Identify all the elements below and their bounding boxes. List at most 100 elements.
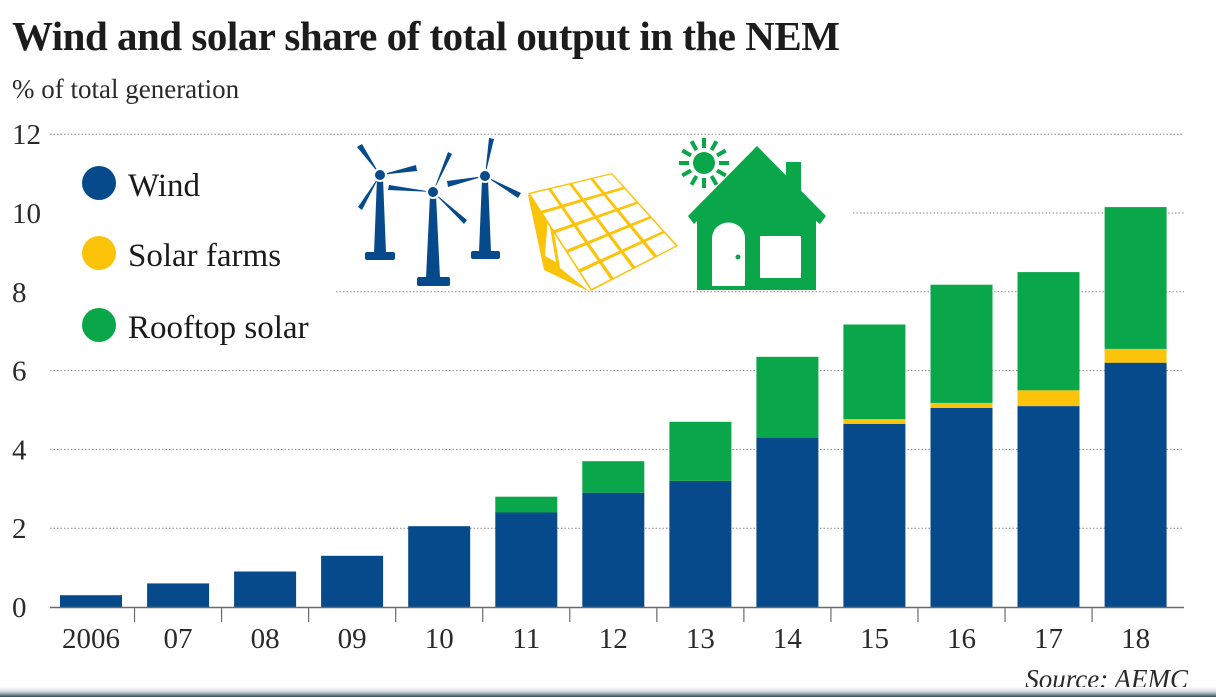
legend-label-rooftop-solar: Rooftop solar: [128, 310, 309, 346]
sun-ray: [716, 168, 727, 178]
legend-swatch-rooftop-solar: [82, 308, 116, 342]
bar-stack-16: [930, 284, 993, 607]
chart-title: Wind and solar share of total output in …: [12, 13, 840, 59]
sun-ray: [689, 175, 699, 186]
legend-label-wind: Wind: [128, 168, 200, 204]
bar-wind-12: [582, 492, 645, 607]
sun-icon: [679, 138, 729, 188]
bar-solar-farms-16: [930, 402, 993, 408]
wind-turbine-icon: [447, 138, 521, 259]
sun-ray: [689, 140, 699, 151]
solar-cell: [564, 201, 594, 223]
x-tick-label: 12: [599, 623, 628, 655]
x-tick-label: 09: [338, 623, 367, 655]
wind-turbine-icon: [388, 152, 467, 286]
house-door: [712, 222, 745, 286]
x-tick-label: 18: [1121, 623, 1150, 655]
legend-swatch-solar-farms: [82, 236, 116, 270]
bar-stack-13: [669, 421, 732, 607]
solar-cell: [551, 184, 581, 205]
bar-stack-09: [321, 555, 384, 607]
solar-cell: [619, 203, 650, 224]
y-axis-ticks: 0 2 4 6 8 10 12: [12, 119, 41, 624]
solar-panel-icon: [528, 173, 678, 292]
solar-cell: [576, 218, 607, 242]
solar-cell: [598, 211, 628, 233]
bar-stack-18: [1104, 207, 1167, 607]
solar-cell: [530, 189, 560, 211]
sun-ray: [709, 175, 719, 186]
wind-turbine-icon: [357, 144, 417, 260]
bar-wind-17: [1017, 406, 1080, 607]
bar-wind-15: [843, 423, 906, 607]
x-tick-label: 17: [1034, 623, 1063, 655]
solar-cell: [543, 208, 573, 231]
solar-panel-grid: [528, 173, 678, 291]
solar-cell: [589, 236, 620, 260]
x-tick-label: 11: [512, 623, 540, 655]
solar-cell: [645, 233, 676, 256]
solar-cell: [580, 263, 611, 289]
bar-wind-18: [1104, 362, 1167, 607]
bar-rooftop-solar-18: [1104, 207, 1167, 349]
y-tick-label: 2: [12, 513, 27, 545]
door-knob: [735, 254, 741, 260]
bar-stack-2006: [60, 595, 122, 607]
legend-item-wind: Wind: [82, 166, 200, 204]
bar-rooftop-solar-15: [843, 324, 906, 420]
x-tick-label: 14: [773, 623, 803, 655]
bar-rooftop-solar-14: [756, 356, 819, 438]
x-tick-label: 10: [425, 623, 454, 655]
bar-wind-14: [756, 437, 819, 607]
bar-rooftop-solar-16: [930, 284, 993, 403]
y-tick-label: 6: [12, 356, 27, 388]
wind-turbines-icon: [357, 138, 521, 286]
bar-stack-08: [234, 571, 297, 607]
x-axis: 2006 07 08 09 10 11 12 13 14 15 16 17 18: [50, 606, 1184, 655]
solar-cell: [602, 253, 633, 278]
solar-cell: [611, 227, 641, 250]
bar-wind-13: [669, 480, 732, 607]
bar-rooftop-solar-11: [495, 496, 558, 513]
x-tick-label: 15: [860, 623, 889, 655]
bar-stack-10: [408, 526, 471, 607]
x-tick-label: 08: [251, 623, 280, 655]
y-tick-label: 0: [12, 592, 27, 624]
y-axis-label: % of total generation: [12, 74, 240, 104]
legend-item-rooftop-solar: Rooftop solar: [82, 308, 309, 346]
bar-wind-2006: [60, 595, 122, 607]
solar-cell: [624, 243, 654, 267]
solar-cell: [606, 189, 636, 209]
bar-stack-14: [756, 356, 819, 607]
sun-ray: [681, 168, 692, 178]
bar-wind-07: [147, 583, 210, 607]
legend-item-solar-farms: Solar farms: [82, 236, 281, 274]
bar-rooftop-solar-17: [1017, 272, 1080, 391]
bar-rooftop-solar-12: [582, 461, 645, 493]
bar-solar-farms-15: [843, 419, 906, 424]
x-tick-label: 2006: [62, 623, 120, 655]
legend: Wind Solar farms Rooftop solar: [82, 166, 309, 346]
bar-wind-09: [321, 555, 384, 607]
bar-wind-11: [495, 512, 558, 607]
bar-stack-17: [1017, 272, 1080, 607]
bar-stack-12: [582, 461, 645, 607]
solar-cell: [593, 174, 623, 193]
solar-cell: [585, 195, 615, 216]
legend-label-solar-farms: Solar farms: [128, 238, 281, 274]
solar-cell: [572, 179, 602, 199]
y-tick-label: 8: [12, 277, 27, 309]
x-tick-label: 16: [947, 623, 976, 655]
sun-ray: [716, 148, 727, 158]
x-tick-label: 07: [164, 623, 193, 655]
solar-cell: [555, 226, 585, 250]
bottom-border: [0, 687, 1216, 697]
bar-stack-11: [495, 496, 558, 607]
bar-wind-16: [930, 408, 993, 607]
house-with-sun-icon: [679, 138, 826, 290]
bar-wind-08: [234, 571, 297, 607]
bar-solar-farms-17: [1017, 390, 1080, 407]
legend-swatch-wind: [82, 166, 116, 200]
solar-cell: [632, 218, 663, 240]
